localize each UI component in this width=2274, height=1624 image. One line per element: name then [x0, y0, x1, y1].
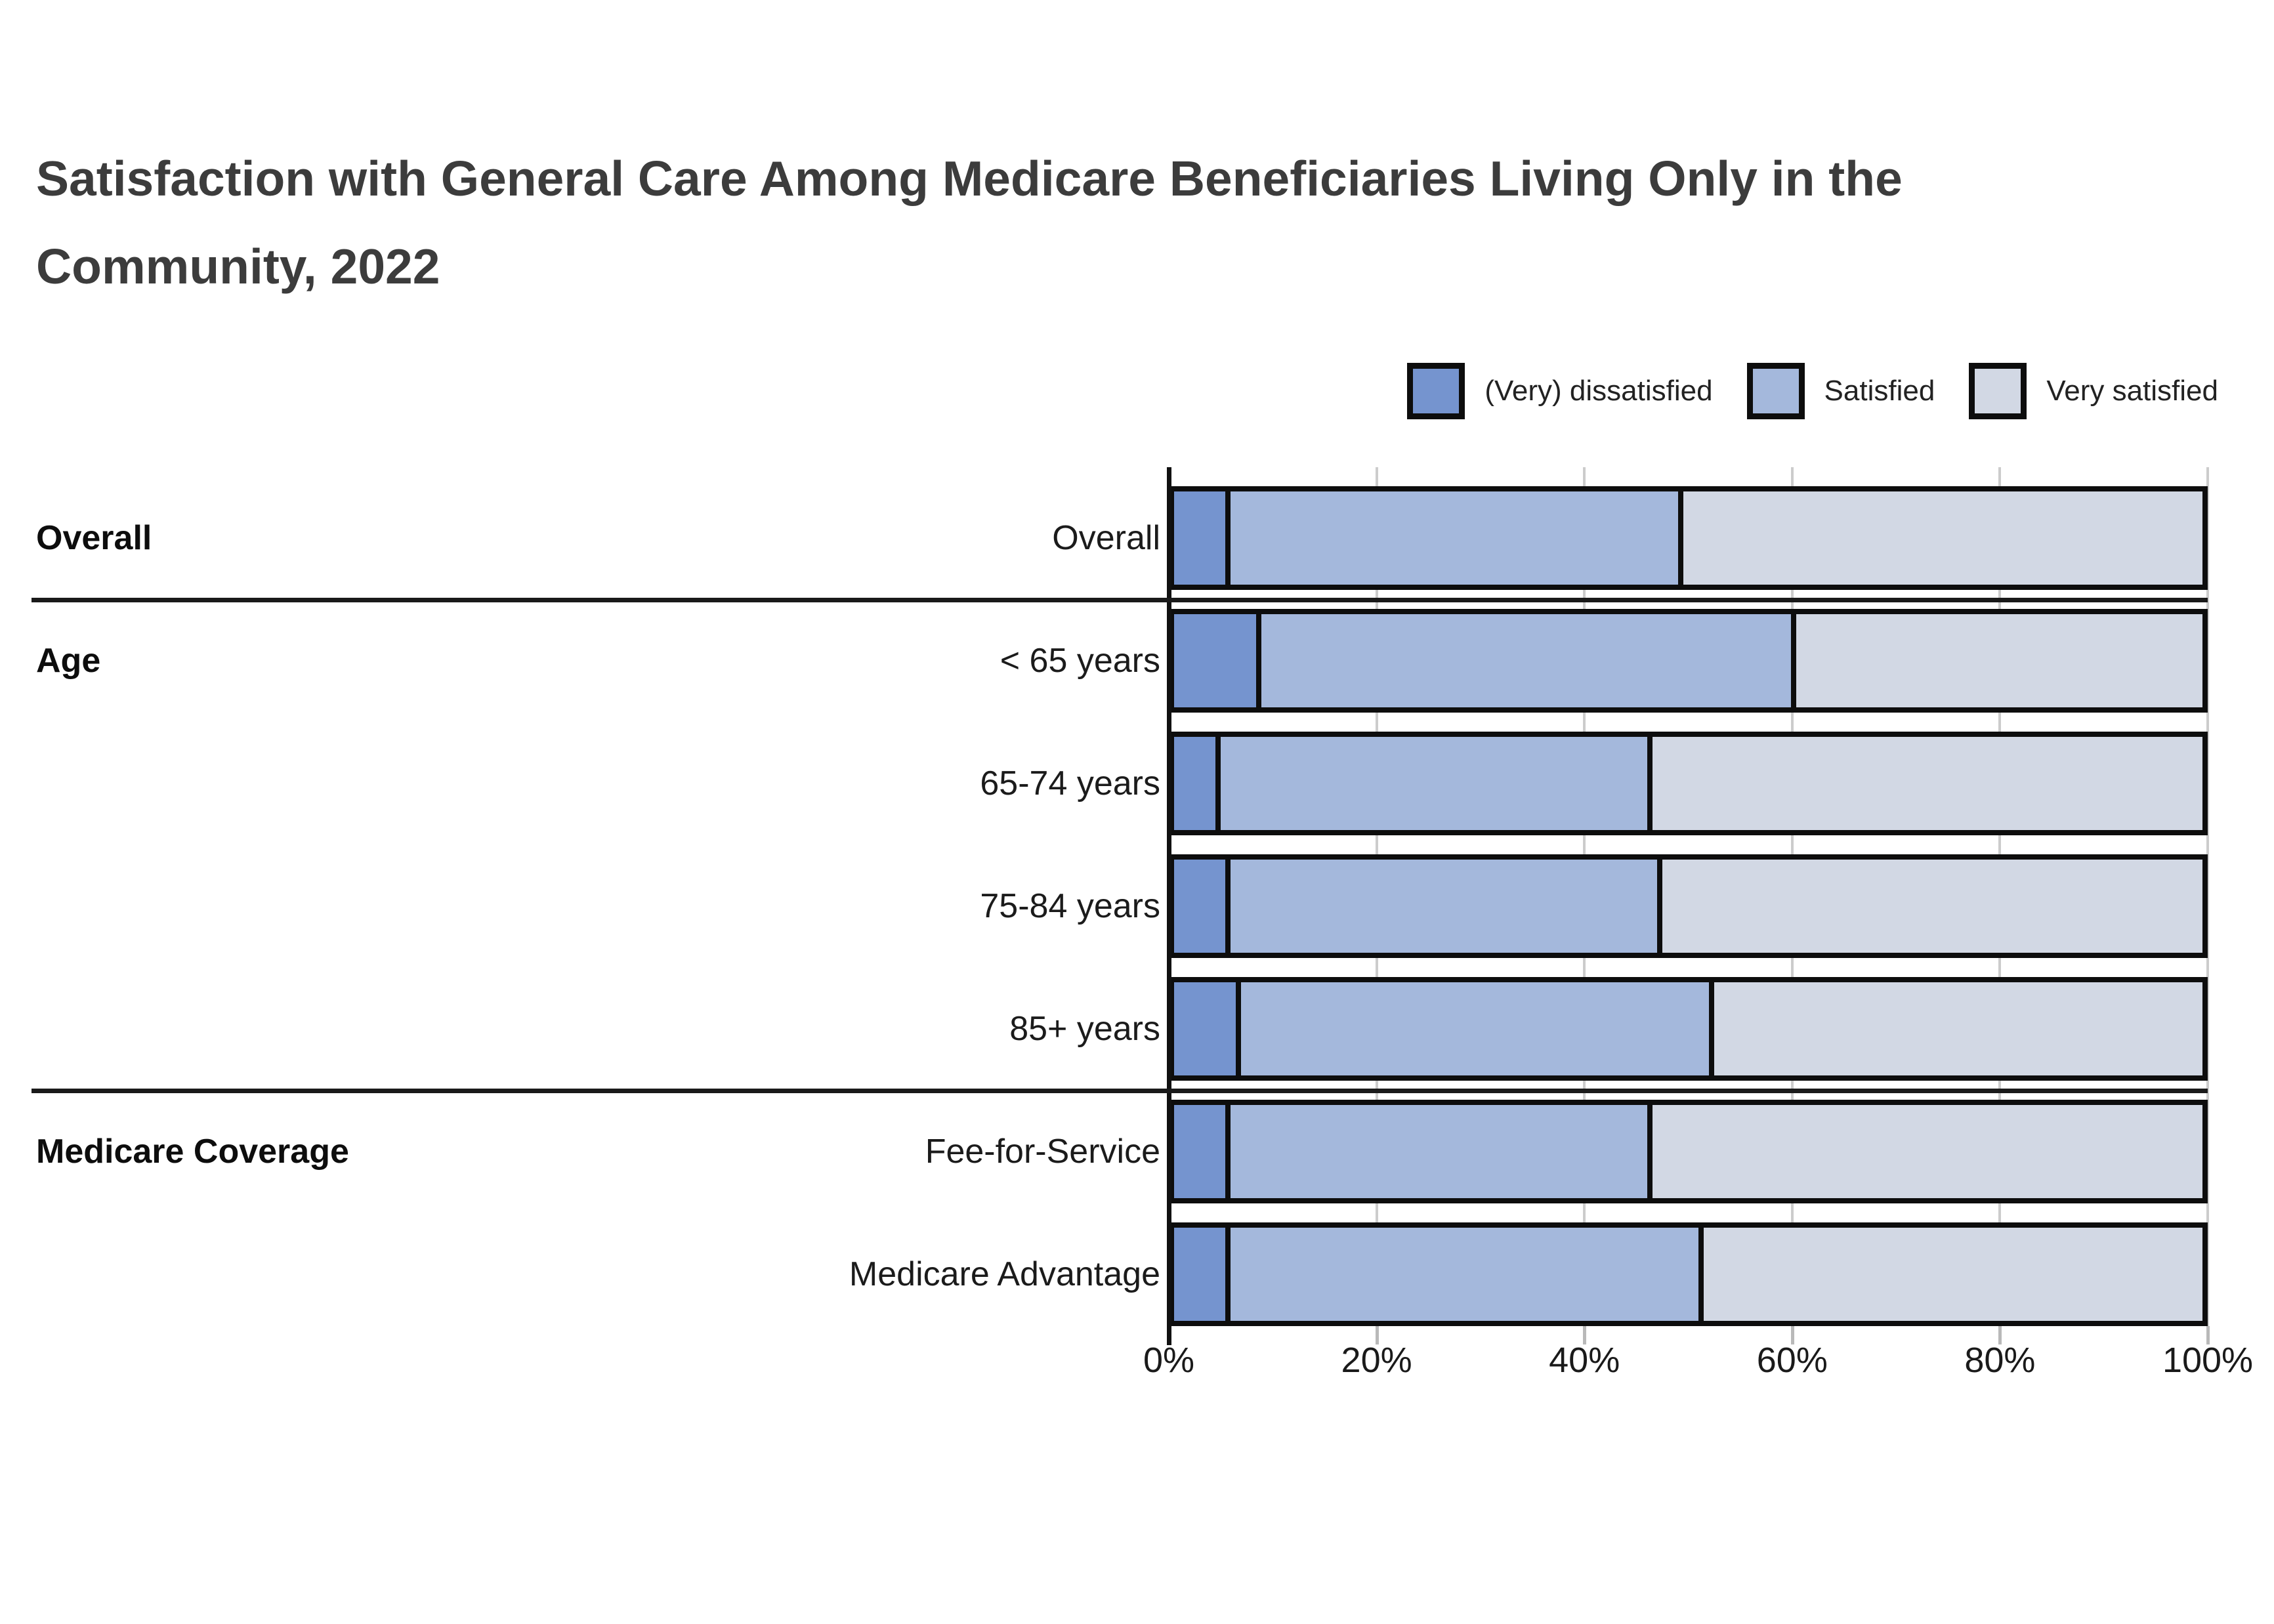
- bar-segment-dissatisfied: [1174, 1228, 1226, 1321]
- group-header: Overall: [36, 519, 152, 557]
- legend-item: Satisfied: [1746, 363, 1935, 419]
- bar-segment-satisfied: [1215, 737, 1647, 830]
- row-label: 85+ years: [1009, 1010, 1160, 1048]
- bar-segment-very-satisfied: [1708, 982, 2202, 1075]
- bar-segment-satisfied: [1236, 982, 1709, 1075]
- bar-segment-very-satisfied: [1698, 1228, 2202, 1321]
- bar-segment-dissatisfied: [1174, 1105, 1226, 1198]
- y-axis-line: [1167, 467, 1171, 1345]
- row-label: Overall: [1052, 519, 1160, 557]
- bar-row: [1169, 609, 2208, 713]
- bar-segment-satisfied: [1225, 860, 1658, 953]
- bar-segment-very-satisfied: [1677, 491, 2202, 585]
- x-axis-tick: [1168, 1326, 1171, 1344]
- x-axis-tick-label: 20%: [1341, 1341, 1412, 1380]
- chart-title-line2: Community, 2022: [36, 239, 440, 294]
- group-header: Age: [36, 642, 101, 680]
- x-axis-tick: [1375, 1326, 1379, 1344]
- bar-segment-satisfied: [1256, 614, 1792, 707]
- row-label: Medicare Advantage: [849, 1255, 1160, 1293]
- x-axis-tick-label: 60%: [1756, 1341, 1828, 1380]
- plot-area: [1169, 467, 2209, 1350]
- chart-title: Satisfaction with General Care Among Med…: [36, 135, 2228, 310]
- bar-segment-dissatisfied: [1174, 982, 1236, 1075]
- bar-segment-dissatisfied: [1174, 491, 1226, 585]
- bar-segment-dissatisfied: [1174, 737, 1215, 830]
- legend-label: Satisfied: [1824, 375, 1935, 407]
- group-divider: [32, 1089, 2208, 1093]
- legend-swatch-icon: [1969, 363, 2027, 419]
- x-axis-tick: [2206, 1326, 2210, 1344]
- chart-title-line1: Satisfaction with General Care Among Med…: [36, 151, 1903, 206]
- x-axis-tick: [1790, 1326, 1794, 1344]
- bar-segment-very-satisfied: [1647, 1105, 2202, 1198]
- group-header: Medicare Coverage: [36, 1133, 349, 1171]
- legend-item: Very satisfied: [1969, 363, 2218, 419]
- x-axis-tick-label: 100%: [2162, 1341, 2254, 1380]
- legend: (Very) dissatisfied Satisfied Very satisfi…: [1407, 363, 2218, 419]
- bar-row: [1169, 732, 2208, 835]
- bar-row: [1169, 977, 2208, 1081]
- bar-row: [1169, 854, 2208, 958]
- bar-segment-dissatisfied: [1174, 860, 1226, 953]
- legend-swatch-icon: [1407, 363, 1465, 419]
- legend-item: (Very) dissatisfied: [1407, 363, 1713, 419]
- bar-segment-very-satisfied: [1657, 860, 2202, 953]
- x-axis-tick: [1998, 1326, 2002, 1344]
- group-divider: [32, 598, 2208, 602]
- bar-row: [1169, 1100, 2208, 1203]
- bar-segment-satisfied: [1225, 1105, 1647, 1198]
- bar-row: [1169, 486, 2208, 590]
- row-label: 65-74 years: [980, 764, 1160, 802]
- row-label: < 65 years: [1000, 642, 1160, 680]
- x-axis-tick-label: 0%: [1143, 1341, 1195, 1380]
- legend-label: Very satisfied: [2046, 375, 2218, 407]
- gridline: [2206, 467, 2209, 1326]
- bar-segment-satisfied: [1225, 491, 1678, 585]
- bar-segment-dissatisfied: [1174, 614, 1257, 707]
- bar-segment-satisfied: [1225, 1228, 1699, 1321]
- legend-swatch-icon: [1746, 363, 1805, 419]
- x-axis-tick-label: 80%: [1964, 1341, 2036, 1380]
- x-axis-tick: [1583, 1326, 1587, 1344]
- bar-segment-very-satisfied: [1647, 737, 2202, 830]
- x-axis-tick-label: 40%: [1549, 1341, 1620, 1380]
- legend-label: (Very) dissatisfied: [1484, 375, 1713, 407]
- row-label: 75-84 years: [980, 887, 1160, 925]
- bar-segment-very-satisfied: [1791, 614, 2202, 707]
- bar-row: [1169, 1222, 2208, 1326]
- row-label: Fee-for-Service: [925, 1133, 1160, 1171]
